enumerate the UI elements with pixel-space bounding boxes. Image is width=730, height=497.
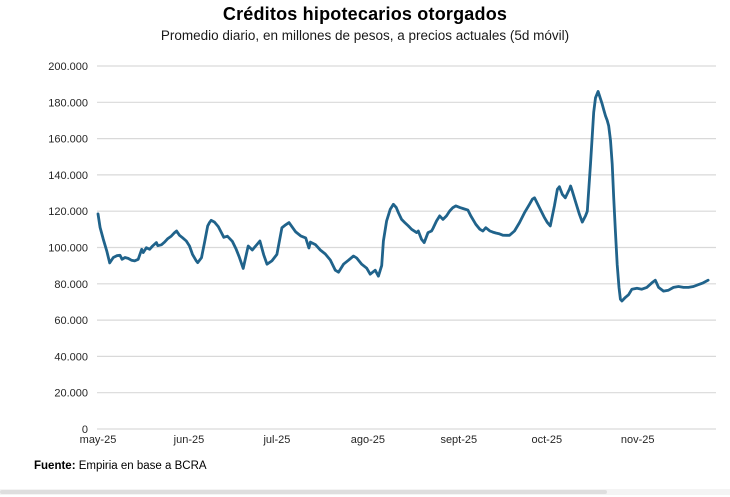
y-axis-tick-label: 160.000 xyxy=(48,134,88,146)
horizontal-scrollbar-thumb[interactable] xyxy=(0,490,607,494)
x-axis-tick-label: jun-25 xyxy=(173,434,205,446)
x-axis-tick-label: ago-25 xyxy=(351,434,385,446)
data-line-creditos-hipotecarios xyxy=(96,90,710,303)
y-axis-tick-label: 0 xyxy=(82,424,88,436)
y-axis-tick-label: 200.000 xyxy=(48,61,88,73)
source-text: Empiria en base a BCRA xyxy=(75,460,207,472)
chart-source: Fuente: Empiria en base a BCRA xyxy=(34,460,207,472)
chart-title: Créditos hipotecarios otorgados xyxy=(222,4,508,24)
y-axis-tick-label: 40.000 xyxy=(54,351,88,363)
x-axis-tick-label: sept-25 xyxy=(440,434,477,446)
y-axis-tick-label: 20.000 xyxy=(54,388,88,400)
y-axis-tick-label: 80.000 xyxy=(54,279,88,291)
y-axis-tick-label: 120.000 xyxy=(48,206,88,218)
y-axis-tick-label: 100.000 xyxy=(48,243,88,255)
x-axis-tick-label: nov-25 xyxy=(621,434,655,446)
y-axis-tick-label: 60.000 xyxy=(54,315,88,327)
source-label: Fuente: xyxy=(34,460,76,472)
chart-subtitle: Promedio diario, en millones de pesos, a… xyxy=(160,28,570,43)
y-axis-tick-label: 140.000 xyxy=(48,170,88,182)
x-axis-tick-label: jul-25 xyxy=(262,434,290,446)
x-axis-tick-label: oct-25 xyxy=(532,434,563,446)
y-axis-tick-label: 180.000 xyxy=(48,97,88,109)
x-axis-tick-label: may-25 xyxy=(80,434,117,446)
